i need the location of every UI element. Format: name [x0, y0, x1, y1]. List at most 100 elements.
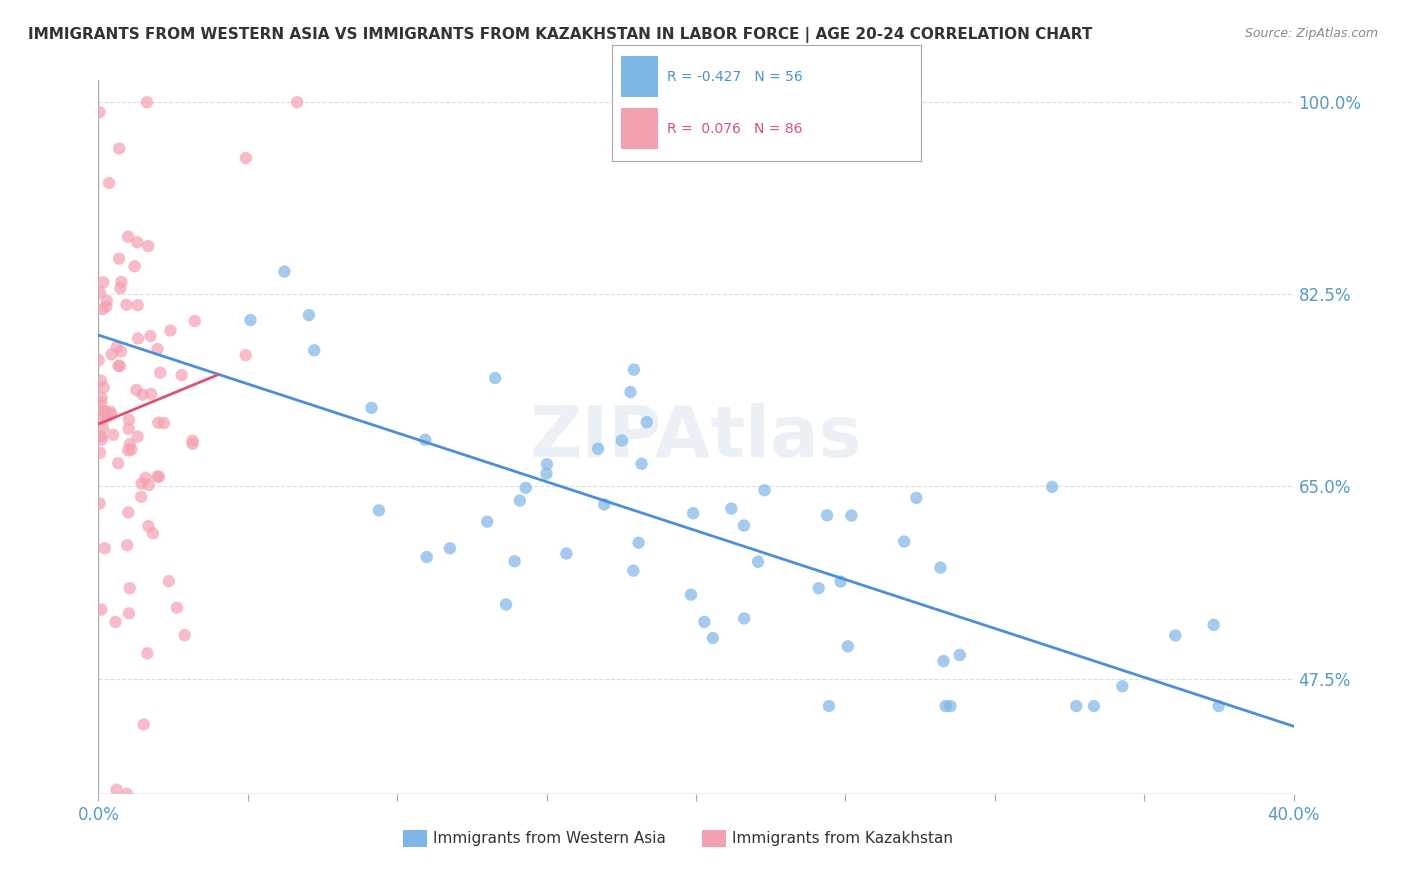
Point: [132, 717, 155, 731]
Point: [636, 415, 658, 429]
Point: [586, 442, 609, 456]
Point: [754, 483, 776, 498]
Point: [932, 654, 955, 668]
Point: [118, 581, 141, 595]
Point: [630, 457, 652, 471]
Point: [621, 564, 644, 578]
Point: [101, 427, 124, 442]
Point: [120, 442, 142, 457]
Point: [117, 422, 139, 436]
Point: [110, 344, 132, 359]
Point: [302, 343, 325, 358]
Point: [138, 478, 160, 492]
Point: [100, 405, 122, 419]
Point: [127, 331, 149, 345]
Point: [837, 640, 859, 654]
Point: [367, 503, 389, 517]
Point: [149, 366, 172, 380]
Point: [108, 252, 131, 266]
Bar: [621, 56, 658, 97]
Point: [173, 628, 195, 642]
Point: [360, 401, 382, 415]
Point: [1066, 699, 1088, 714]
Point: [104, 615, 127, 629]
Point: [682, 506, 704, 520]
Point: [91, 403, 114, 417]
Point: [239, 313, 262, 327]
Point: [157, 574, 180, 588]
Point: [1083, 699, 1105, 714]
Point: [142, 526, 165, 541]
Point: [593, 498, 616, 512]
Point: [139, 329, 162, 343]
Point: [939, 699, 962, 714]
Point: [127, 235, 149, 250]
Point: [91, 421, 114, 435]
Point: [90, 391, 112, 405]
Point: [96, 410, 118, 425]
FancyBboxPatch shape: [404, 830, 427, 847]
Point: [515, 481, 537, 495]
Text: Immigrants from Kazakhstan: Immigrants from Kazakhstan: [733, 830, 953, 846]
Point: [555, 547, 578, 561]
Point: [413, 433, 436, 447]
Text: Source: ZipAtlas.com: Source: ZipAtlas.com: [1244, 27, 1378, 40]
Point: [105, 340, 128, 354]
Point: [115, 538, 138, 552]
Point: [439, 541, 461, 556]
Point: [181, 437, 204, 451]
Point: [117, 505, 139, 519]
Point: [1111, 679, 1133, 693]
Point: [107, 359, 129, 373]
Point: [93, 275, 115, 289]
Point: [87, 353, 110, 368]
Point: [1040, 480, 1063, 494]
Point: [153, 416, 176, 430]
Point: [134, 471, 156, 485]
FancyBboxPatch shape: [702, 830, 725, 847]
Point: [159, 324, 181, 338]
Point: [477, 515, 499, 529]
Point: [619, 385, 641, 400]
Text: R = -0.427   N = 56: R = -0.427 N = 56: [668, 70, 803, 84]
Point: [484, 371, 506, 385]
Text: IMMIGRANTS FROM WESTERN ASIA VS IMMIGRANTS FROM KAZAKHSTAN IN LABOR FORCE | AGE : IMMIGRANTS FROM WESTERN ASIA VS IMMIGRAN…: [28, 27, 1092, 43]
Point: [536, 467, 558, 481]
Point: [131, 476, 153, 491]
Point: [148, 416, 170, 430]
Point: [235, 151, 257, 165]
Point: [693, 615, 716, 629]
Point: [89, 285, 111, 300]
Point: [679, 588, 702, 602]
Point: [118, 437, 141, 451]
Point: [166, 600, 188, 615]
Point: [1164, 628, 1187, 642]
Point: [125, 383, 148, 397]
Point: [90, 374, 112, 388]
Point: [623, 362, 645, 376]
Point: [929, 560, 952, 574]
Point: [627, 535, 650, 549]
Point: [136, 239, 159, 253]
Point: [298, 308, 321, 322]
Point: [893, 534, 915, 549]
Point: [1208, 699, 1230, 714]
Point: [118, 413, 141, 427]
Point: [115, 298, 138, 312]
Point: [110, 275, 132, 289]
Point: [136, 646, 159, 660]
Point: [807, 581, 830, 595]
Point: [118, 607, 141, 621]
Point: [509, 493, 531, 508]
Point: [285, 95, 308, 110]
Point: [90, 429, 112, 443]
Point: [747, 555, 769, 569]
Point: [110, 281, 132, 295]
Point: [96, 293, 118, 308]
Point: [818, 699, 841, 714]
Point: [235, 348, 257, 362]
Point: [702, 631, 724, 645]
Point: [830, 574, 852, 589]
Point: [91, 409, 114, 424]
Point: [170, 368, 193, 383]
